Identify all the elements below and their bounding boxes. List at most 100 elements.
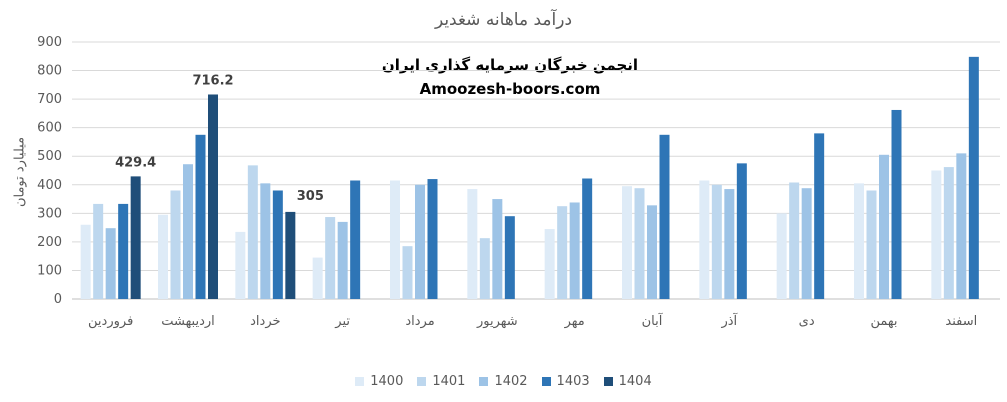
bar-1402-11 xyxy=(956,153,967,299)
bar-1401-2 xyxy=(247,165,258,299)
x-tick-label: تیر xyxy=(334,314,350,329)
bar-1403-0 xyxy=(118,203,129,299)
bar-1402-2 xyxy=(260,183,271,299)
x-tick-label: شهریور xyxy=(476,314,518,329)
x-tick-label: فروردین xyxy=(88,314,133,329)
y-tick-label: 700 xyxy=(37,92,62,107)
bar-1402-7 xyxy=(647,205,657,299)
data-label: 429.4 xyxy=(115,155,156,170)
x-tick-label: اردیبهشت xyxy=(161,314,215,329)
bar-1401-1 xyxy=(170,190,181,299)
bar-1400-9 xyxy=(776,213,787,299)
bar-1400-8 xyxy=(699,180,710,299)
y-tick-label: 900 xyxy=(37,35,62,50)
bar-1403-10 xyxy=(891,109,902,299)
legend-label: 1404 xyxy=(618,374,652,389)
y-tick-label: 600 xyxy=(37,121,62,136)
legend-swatch xyxy=(355,377,365,386)
bar-1400-2 xyxy=(235,231,246,299)
y-tick-label: 100 xyxy=(37,263,62,278)
bar-1401-8 xyxy=(711,184,722,299)
legend-item-1401: 1401 xyxy=(417,374,465,389)
bar-1400-5 xyxy=(467,189,478,299)
y-tick-label: 300 xyxy=(37,206,62,221)
data-labels: 429.4 716.2 305 xyxy=(115,73,324,203)
legend-swatch xyxy=(541,377,551,386)
bar-1402-0 xyxy=(105,228,116,299)
bar-1400-11 xyxy=(931,170,942,299)
legend-item-1402: 1402 xyxy=(479,374,528,389)
watermark-line-1: انجمن خبرگان سرمایه گذاری ایران xyxy=(381,56,639,74)
y-tick-label: 400 xyxy=(37,178,62,193)
bar-1403-3 xyxy=(350,180,361,299)
y-tick-label: 800 xyxy=(37,64,62,79)
bar-1401-7 xyxy=(634,188,645,299)
data-label: 716.2 xyxy=(192,73,233,88)
x-tick-label: آذر xyxy=(720,312,738,329)
bar-1400-10 xyxy=(854,183,864,299)
bar-1403-1 xyxy=(195,134,206,299)
bar-1404-2 xyxy=(285,211,296,299)
bar-1403-4 xyxy=(427,179,438,299)
legend-label: 1400 xyxy=(370,374,404,389)
legend-swatch xyxy=(603,377,613,386)
y-tick-label: 500 xyxy=(37,149,62,164)
legend-label: 1402 xyxy=(494,374,528,389)
bar-1401-10 xyxy=(866,190,877,299)
legend-item-1400: 1400 xyxy=(355,374,403,389)
bar-1401-5 xyxy=(479,238,490,299)
bar-1401-6 xyxy=(557,206,568,299)
bar-1400-3 xyxy=(312,257,323,299)
x-tick-label: دی xyxy=(799,314,815,329)
gridlines xyxy=(72,41,1000,300)
bar-1401-0 xyxy=(93,203,104,299)
legend-label: 1403 xyxy=(556,374,590,389)
bar-1400-7 xyxy=(622,186,632,299)
legend-item-1403: 1403 xyxy=(541,374,590,389)
bar-1403-5 xyxy=(504,216,515,299)
bar-1400-4 xyxy=(390,180,400,299)
bar-1400-6 xyxy=(544,229,555,299)
legend-swatch xyxy=(417,377,427,386)
bar-1403-6 xyxy=(582,178,593,299)
bar-1401-9 xyxy=(789,182,800,299)
bar-1402-8 xyxy=(724,189,735,299)
y-tick-label: 200 xyxy=(37,235,62,250)
bar-1401-4 xyxy=(402,246,413,299)
bar-1401-11 xyxy=(943,167,954,299)
bar-1402-10 xyxy=(879,154,889,299)
legend: 1400 1401 1402 1403 1404 xyxy=(0,374,1007,389)
x-tick-label: خرداد xyxy=(250,314,280,329)
bar-1401-3 xyxy=(325,217,336,299)
bar-1402-6 xyxy=(569,202,580,299)
bar-1403-9 xyxy=(814,133,825,299)
data-label: 305 xyxy=(297,189,324,204)
x-tick-label: مهر xyxy=(564,314,585,329)
bar-1402-5 xyxy=(492,199,503,299)
bar-1404-1 xyxy=(208,94,218,299)
bar-1403-7 xyxy=(659,134,670,299)
y-tick-label: 0 xyxy=(54,292,62,307)
bars xyxy=(80,56,979,299)
chart-title: درآمد ماهانه شغدیر xyxy=(434,10,573,30)
watermark-line-2: Amoozesh-boors.com xyxy=(419,80,601,98)
bar-1402-1 xyxy=(183,164,193,299)
x-tick-label: اسفند xyxy=(945,314,977,329)
bar-1402-9 xyxy=(801,188,812,299)
bar-1400-1 xyxy=(158,214,168,299)
x-tick-labels: فروردین اردیبهشت خرداد تیر مرداد شهریور مهر آبا… xyxy=(88,312,977,329)
x-tick-label: مرداد xyxy=(405,314,434,329)
bar-1403-11 xyxy=(968,56,979,299)
bar-1404-0 xyxy=(130,176,141,299)
bar-1400-0 xyxy=(80,224,91,299)
legend-swatch xyxy=(479,377,489,386)
bar-1402-3 xyxy=(337,221,348,299)
bar-1403-8 xyxy=(736,163,747,299)
legend-label: 1401 xyxy=(432,374,466,389)
legend-item-1404: 1404 xyxy=(603,374,652,389)
x-tick-label: آبان xyxy=(642,312,664,329)
bar-1403-2 xyxy=(272,190,283,299)
bar-1402-4 xyxy=(415,184,425,299)
y-tick-labels: 0 100 200 300 400 500 600 700 800 900 xyxy=(37,35,62,307)
